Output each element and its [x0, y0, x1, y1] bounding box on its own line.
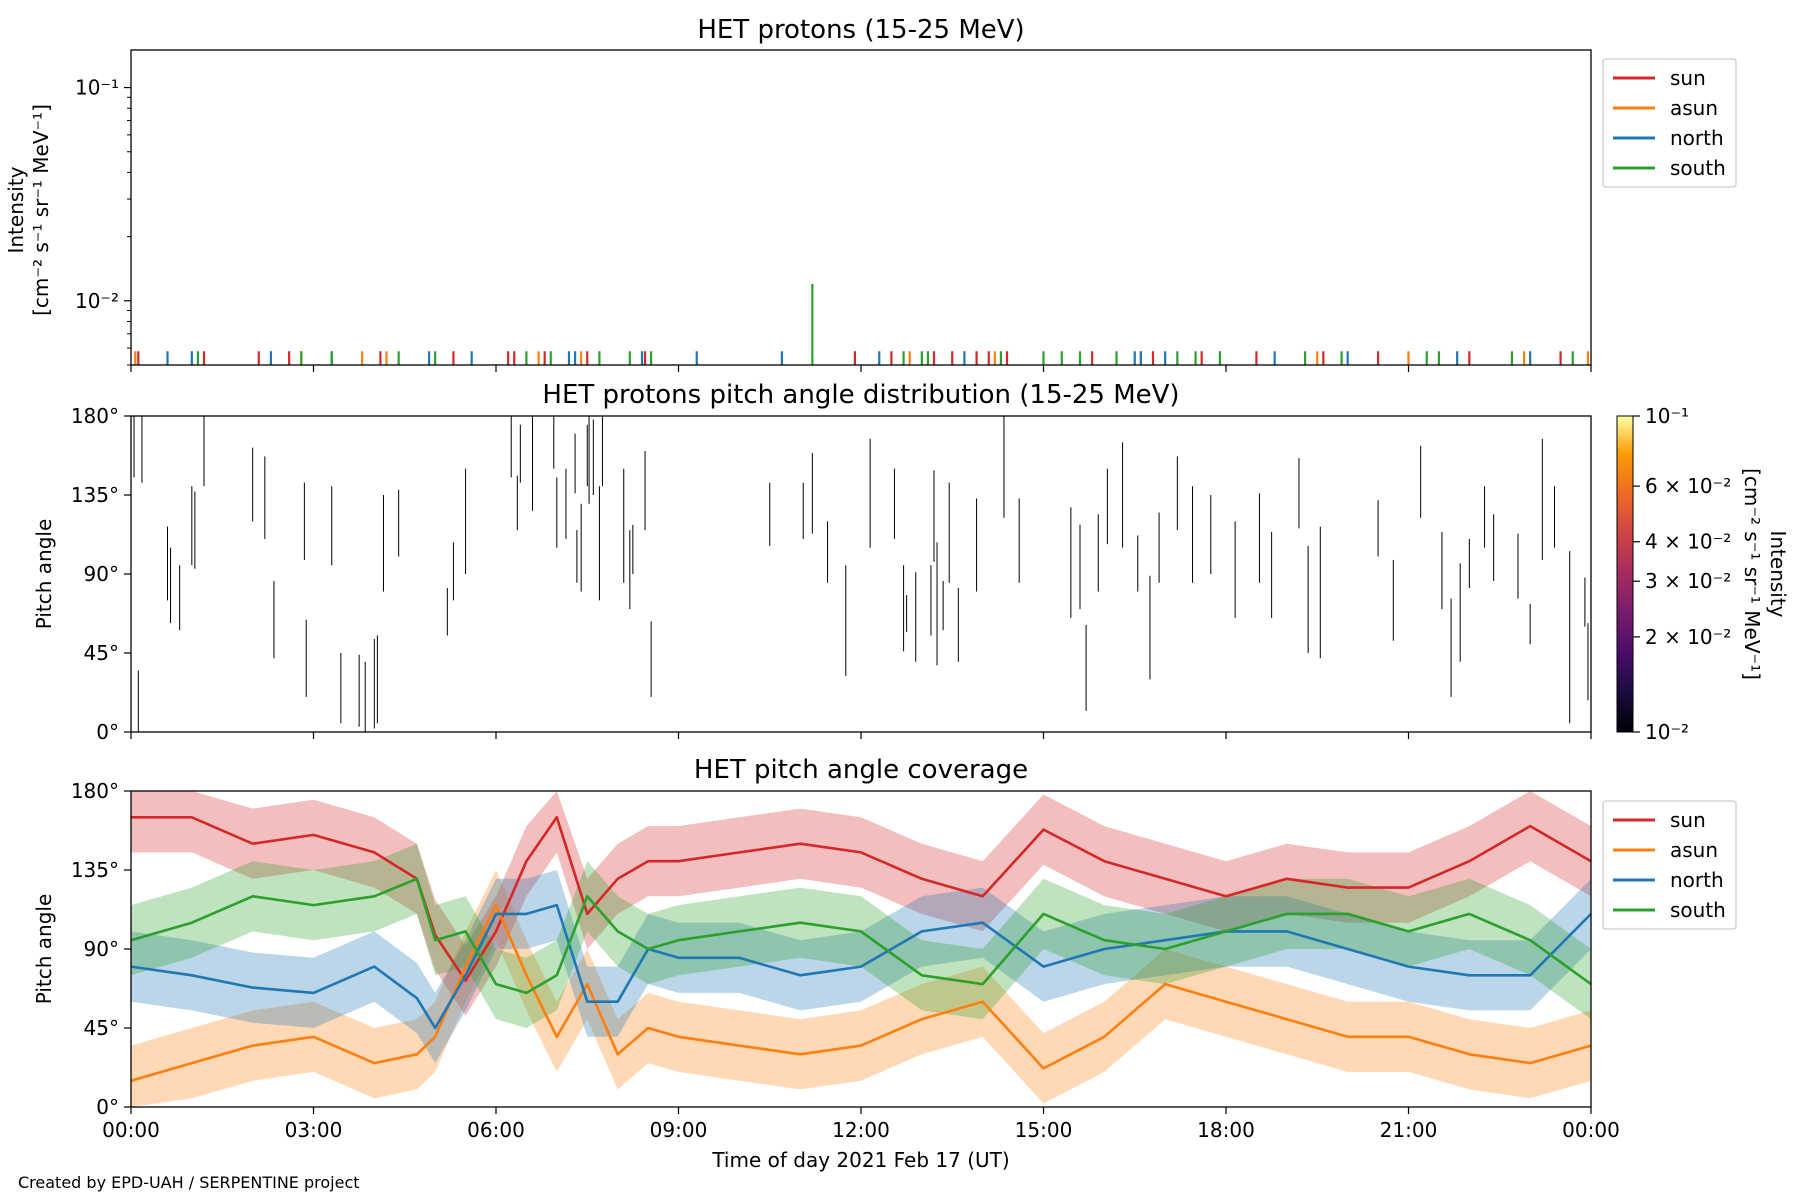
colorbar-tick-label-2: 4 × 10⁻² — [1645, 530, 1731, 554]
coverage-band-sun — [131, 791, 1591, 1016]
panel3-plot-area — [131, 791, 1591, 1107]
panel1-legend-box — [1602, 58, 1737, 188]
panel2-ylabel: Pitch angle — [32, 519, 56, 630]
panel3-legend-label-north: north — [1670, 868, 1724, 892]
p2-ytick-label-4: 180° — [71, 404, 119, 428]
panel3-xlabel: Time of day 2021 Feb 17 (UT) — [711, 1148, 1009, 1172]
panel1-ylabel-line2: [cm⁻² s⁻¹ sr⁻¹ MeV⁻¹] — [29, 104, 53, 316]
colorbar-tick-label-4: 2 × 10⁻² — [1645, 625, 1731, 649]
panel3-legend-label-south: south — [1670, 898, 1726, 922]
panel2-x-ticks — [130, 732, 1592, 739]
panel1-legend-label-north: north — [1670, 126, 1724, 150]
panel1-legend-label-sun: sun — [1670, 66, 1706, 90]
coverage-line-sun — [131, 815, 1591, 982]
p3-ytick-label-2: 90° — [84, 937, 119, 961]
panel1-legend-label-asun: asun — [1670, 96, 1718, 120]
panel1-ylabel-line1: Intensity — [4, 166, 28, 253]
colorbar-label-line2: [cm⁻² s⁻¹ sr⁻¹ MeV⁻¹] — [1740, 468, 1764, 680]
p3-ytick-label-0: 0° — [96, 1095, 119, 1119]
p3-ytick-label-4: 180° — [71, 779, 119, 803]
panel-pad: HET protons pitch angle distribution (15… — [32, 380, 1790, 744]
colorbar-tick-label-3: 3 × 10⁻² — [1645, 569, 1731, 593]
panel3-legend-box — [1602, 800, 1737, 930]
colorbar-label-line1: Intensity — [1766, 530, 1790, 617]
p1-ytick-label-0: 10⁻¹ — [75, 76, 119, 100]
coverage-line-asun — [131, 903, 1591, 1082]
p3-xtick-label-2: 06:00 — [467, 1118, 525, 1142]
p3-xtick-label-0: 00:00 — [102, 1118, 160, 1142]
p3-ytick-label-3: 135° — [71, 858, 119, 882]
colorbar-gradient — [1616, 415, 1634, 733]
panel3-title: HET pitch angle coverage — [694, 755, 1028, 785]
p3-ytick-label-1: 45° — [84, 1016, 119, 1040]
p3-xtick-label-4: 12:00 — [832, 1118, 890, 1142]
panel1-x-ticks — [130, 365, 1592, 372]
panel1-plot-area — [134, 283, 1590, 365]
panel3-legend: sun asun north south — [1602, 800, 1737, 930]
coverage-line-north — [131, 903, 1591, 1030]
p1-ytick-label-1: 10⁻² — [75, 289, 119, 313]
panel3-ylabel: Pitch angle — [32, 894, 56, 1005]
colorbar-tick-label-1: 6 × 10⁻² — [1645, 474, 1731, 498]
colorbar-ticks: 10⁻¹ 6 × 10⁻² 4 × 10⁻² 3 × 10⁻² 2 × 10⁻² 10⁻² — [1633, 404, 1731, 744]
panel1-legend: sun asun north south — [1602, 58, 1737, 188]
panel-coverage: HET pitch angle coverage 0° 45° 90° 135° 180… — [32, 755, 1737, 1172]
panel1-frame — [130, 49, 1592, 366]
panel2-frame — [130, 415, 1592, 733]
p3-xtick-label-6: 18:00 — [1197, 1118, 1255, 1142]
panel2-plot-area — [133, 416, 1589, 732]
colorbar-tick-label-0: 10⁻¹ — [1645, 404, 1689, 428]
coverage-line-south — [131, 877, 1591, 995]
footer-credit: Created by EPD-UAH / SERPENTINE project — [18, 1173, 360, 1192]
panel-intensity: HET protons (15-25 MeV) 10⁻¹ 10⁻² Intensi… — [4, 15, 1737, 372]
panel1-y-ticks: 10⁻¹ 10⁻² — [75, 76, 131, 366]
panel3-legend-label-sun: sun — [1670, 808, 1706, 832]
p3-xtick-label-7: 21:00 — [1380, 1118, 1438, 1142]
p2-ytick-label-1: 45° — [84, 641, 119, 665]
p2-ytick-label-3: 135° — [71, 483, 119, 507]
p2-ytick-label-2: 90° — [84, 562, 119, 586]
panel1-title: HET protons (15-25 MeV) — [697, 15, 1024, 45]
panel2-title: HET protons pitch angle distribution (15… — [542, 380, 1179, 410]
p3-xtick-label-1: 03:00 — [285, 1118, 343, 1142]
p3-xtick-label-5: 15:00 — [1015, 1118, 1073, 1142]
colorbar: 10⁻¹ 6 × 10⁻² 4 × 10⁻² 3 × 10⁻² 2 × 10⁻² 10⁻²… — [1616, 404, 1790, 744]
p3-xtick-label-3: 09:00 — [650, 1118, 708, 1142]
colorbar-tick-label-5: 10⁻² — [1645, 720, 1689, 744]
panel2-y-ticks: 0° 45° 90° 135° 180° — [71, 404, 131, 744]
panel1-legend-label-south: south — [1670, 156, 1726, 180]
panel3-y-ticks: 0° 45° 90° 135° 180° — [71, 779, 131, 1119]
panel3-x-ticks: 00:00 03:00 06:00 09:00 12:00 15:00 18:00 21:00… — [102, 1107, 1620, 1142]
p3-xtick-label-8: 00:00 — [1562, 1118, 1620, 1142]
panel3-legend-label-asun: asun — [1670, 838, 1718, 862]
p2-ytick-label-0: 0° — [96, 720, 119, 744]
